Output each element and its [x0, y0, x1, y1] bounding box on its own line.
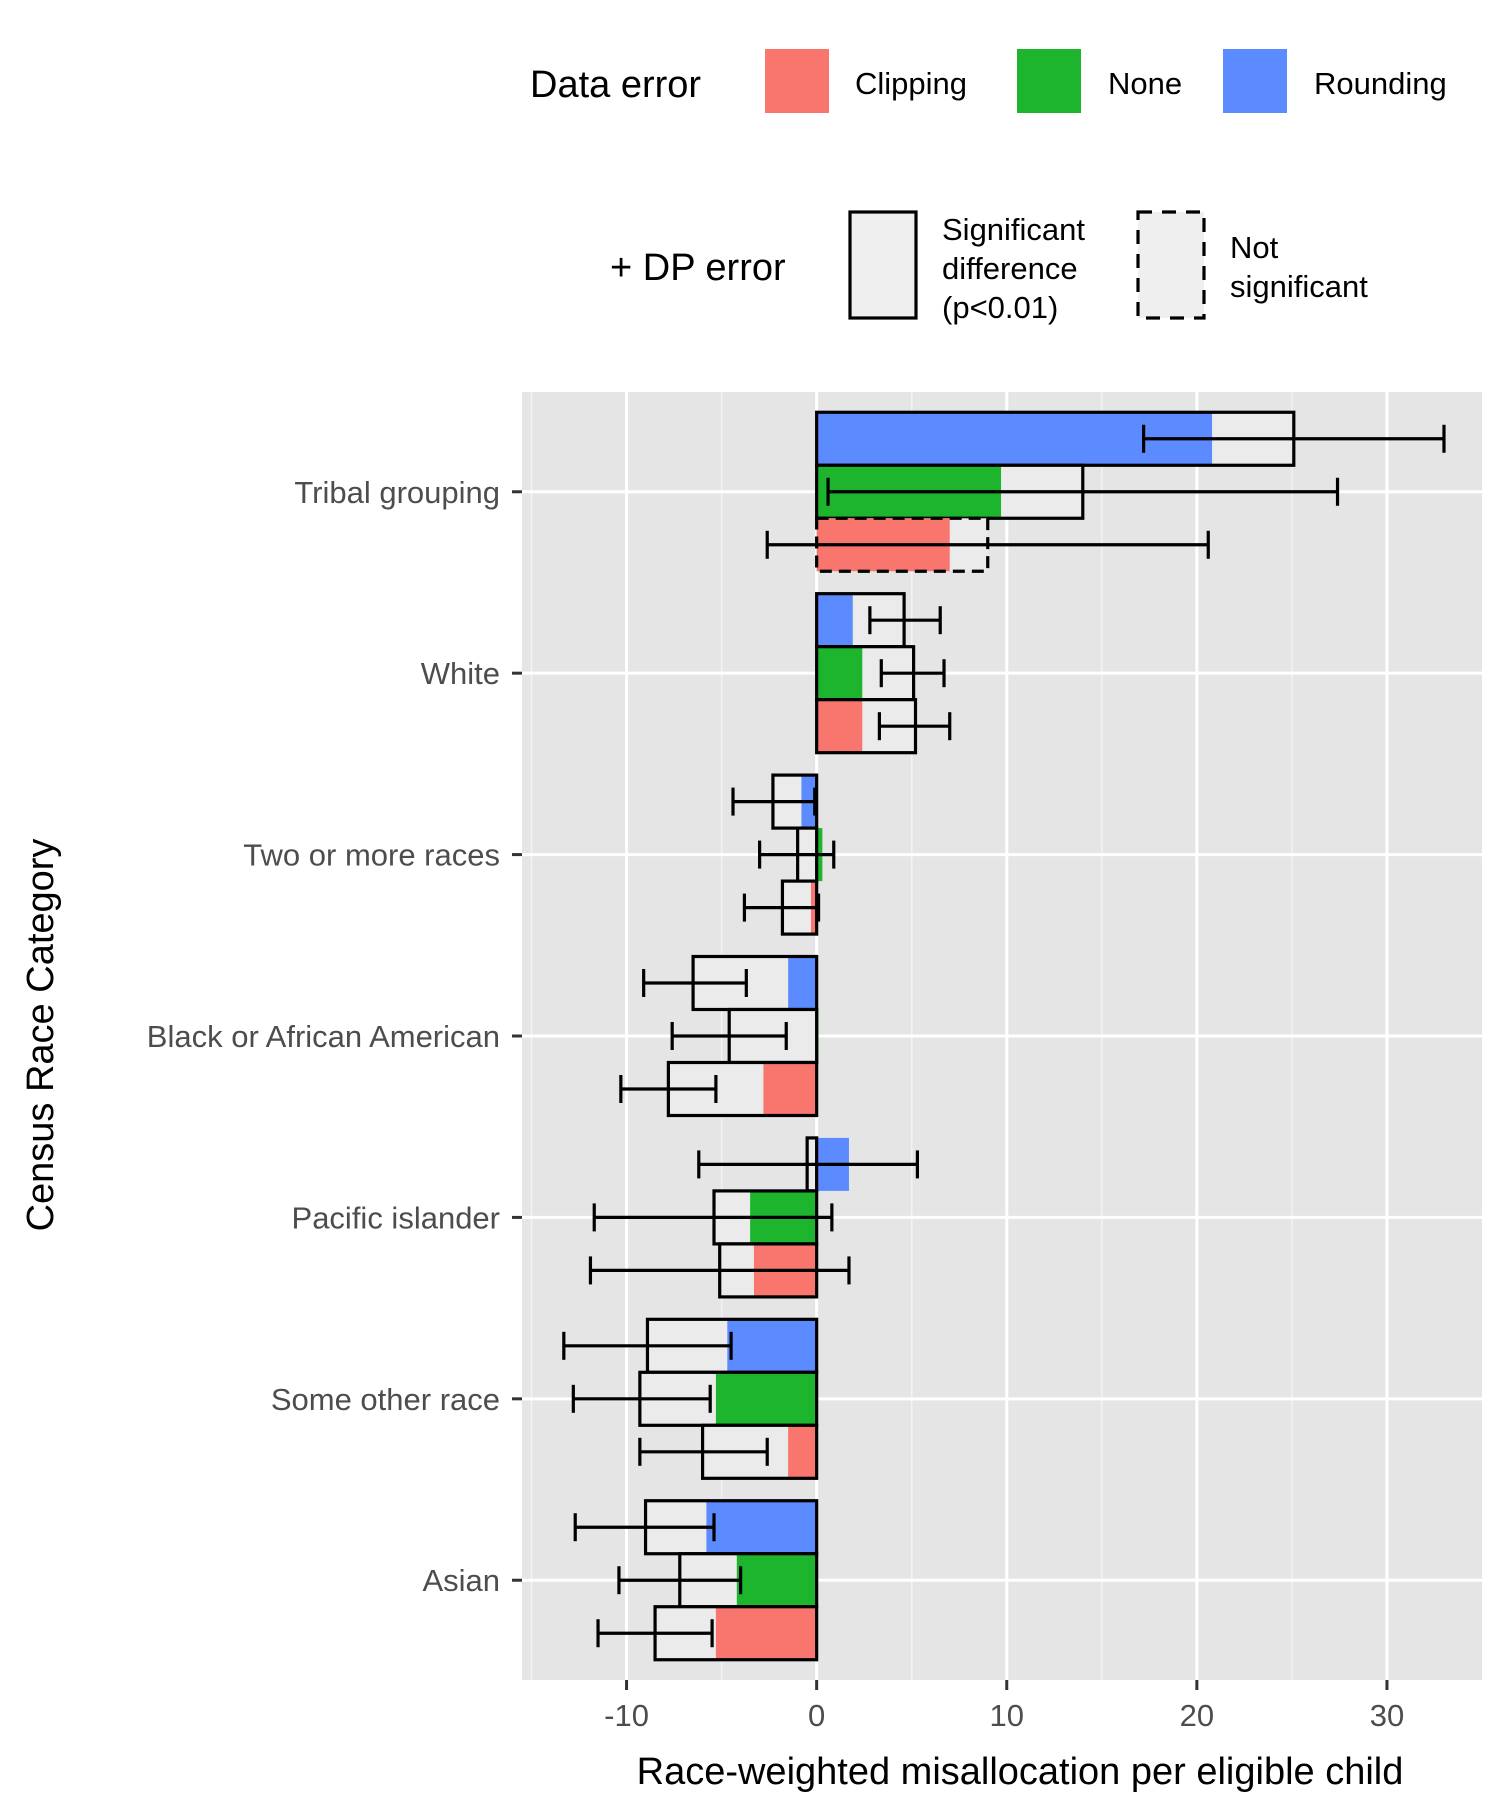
- legend-dp-title: + DP error: [610, 247, 786, 289]
- y-tick-label-pacific-islander: Pacific islander: [292, 1200, 500, 1235]
- data-error-bar-white-clipping: [816, 699, 863, 753]
- legend-label-dp-solid: difference: [942, 251, 1078, 286]
- legend-label-dp-dashed: significant: [1230, 269, 1368, 304]
- y-tick-label-two-or-more-races: Two or more races: [243, 838, 500, 873]
- legend-label-dp-solid: (p<0.01): [942, 290, 1058, 325]
- bars: [562, 410, 1446, 1662]
- legend-key-dp-solid: [848, 210, 918, 320]
- data-error-bar-white-rounding: [816, 593, 853, 647]
- data-error-bar-white-none: [816, 646, 863, 700]
- data-error-bar-asian-clipping: [715, 1606, 817, 1660]
- data-error-bar-asian-none: [736, 1553, 817, 1607]
- legend-label-rounding: Rounding: [1314, 66, 1447, 101]
- legend-data-error-title: Data error: [530, 64, 701, 106]
- data-error-bar-some-other-race-none: [715, 1372, 817, 1426]
- x-tick-label: 30: [1370, 1698, 1404, 1733]
- y-tick-label-black-or-african-american: Black or African American: [147, 1019, 500, 1054]
- y-tick-label-some-other-race: Some other race: [271, 1382, 500, 1417]
- data-error-bar-black-or-african-american-rounding: [788, 956, 817, 1010]
- y-tick-label-asian: Asian: [422, 1563, 500, 1598]
- x-tick-label: 0: [808, 1698, 825, 1733]
- legend: Data error + DP error Clipping None Roundi…: [530, 47, 1447, 325]
- legend-key-clipping: [763, 47, 831, 115]
- legend-label-dp-dashed: Not: [1230, 230, 1279, 265]
- legend-key-dp-dashed: [1136, 210, 1206, 320]
- y-tick-label-tribal-grouping: Tribal grouping: [294, 475, 500, 510]
- y-axis-title: Census Race Category: [20, 839, 62, 1232]
- legend-label-clipping: Clipping: [855, 66, 967, 101]
- axes: Race-weighted misallocation per eligible…: [20, 475, 1404, 1793]
- x-axis-title: Race-weighted misallocation per eligible…: [637, 1751, 1404, 1793]
- x-tick-label: -10: [604, 1698, 649, 1733]
- data-error-bar-some-other-race-rounding: [727, 1319, 817, 1373]
- x-tick-label: 10: [990, 1698, 1024, 1733]
- x-tick-label: 20: [1180, 1698, 1214, 1733]
- data-error-bar-some-other-race-clipping: [788, 1425, 817, 1479]
- legend-key-rounding: [1221, 47, 1289, 115]
- data-error-bar-black-or-african-american-clipping: [763, 1062, 817, 1116]
- legend-label-dp-solid: Significant: [942, 212, 1085, 247]
- legend-key-none: [1015, 47, 1083, 115]
- plot-panel: [522, 392, 1482, 1680]
- legend-label-none: None: [1108, 66, 1182, 101]
- data-error-bar-asian-rounding: [706, 1500, 817, 1554]
- y-tick-label-white: White: [421, 656, 500, 691]
